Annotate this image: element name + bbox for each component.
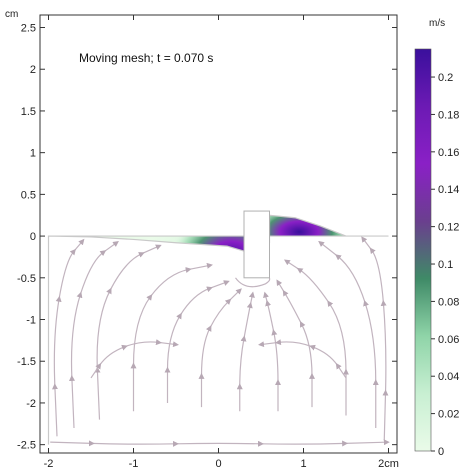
colorbar-tick-label: 0.06 xyxy=(438,334,459,346)
y-tick-label: 0.5 xyxy=(21,189,36,201)
streamline xyxy=(90,339,179,379)
x-ticks: -2 -1 0 1 2cm xyxy=(44,15,399,470)
streamline xyxy=(130,262,213,412)
y-axis-unit: cm xyxy=(5,9,18,20)
annotation-text: Moving mesh; t = 0.070 s xyxy=(79,51,213,65)
streamline xyxy=(50,439,390,447)
y-tick-label: -1.5 xyxy=(17,356,36,368)
y-ticks: 2.5 2 1.5 1 0.5 0 -0.5 -1 -1.5 -2 -2.5 xyxy=(17,23,397,452)
x-tick-label: -2 xyxy=(44,458,54,470)
colorbar-tick-label: 0.1 xyxy=(438,259,453,271)
colorbar-tick-label: 0.18 xyxy=(438,109,459,121)
y-tick-label: 2.5 xyxy=(21,23,36,35)
streamline xyxy=(258,339,347,379)
x-tick-label: 0 xyxy=(215,458,221,470)
colorbar-tick-label: 0.16 xyxy=(438,147,459,159)
y-tick-label: -2.5 xyxy=(17,440,36,452)
fluid-region xyxy=(47,210,390,447)
streamline xyxy=(164,280,230,403)
streamline xyxy=(94,244,162,420)
paddle xyxy=(243,210,270,279)
plot-frame xyxy=(39,14,398,454)
y-tick-label: -1 xyxy=(26,315,36,327)
colorbar-tick-label: 0.14 xyxy=(438,184,459,196)
y-tick-label: 1.5 xyxy=(21,106,36,118)
y-tick-label: 0 xyxy=(30,231,36,243)
colorbar-unit: m/s xyxy=(429,18,445,29)
streamlines xyxy=(50,236,390,447)
colorbar-tick-label: 0 xyxy=(438,446,444,458)
colorbar-tick-label: 0.04 xyxy=(438,371,459,383)
streamline xyxy=(361,236,389,441)
colorbar-ticks: 0 0.02 0.04 0.06 0.08 0.1 0.12 0.14 0.16 0.18 0.2 xyxy=(431,72,459,458)
y-tick-label: -0.5 xyxy=(17,273,36,285)
colorbar-gradient xyxy=(414,48,432,452)
streamline xyxy=(236,291,255,412)
colorbar-tick-label: 0.12 xyxy=(438,222,459,234)
streamline xyxy=(283,259,350,416)
streamline xyxy=(52,238,85,437)
y-tick-label: -2 xyxy=(26,398,36,410)
x-tick-label: -1 xyxy=(129,458,139,470)
y-tick-label: 2 xyxy=(30,64,36,76)
y-tick-label: 1 xyxy=(30,148,36,160)
x-tick-label: 2cm xyxy=(378,458,399,470)
colorbar-tick-label: 0.08 xyxy=(438,296,459,308)
x-tick-label: 1 xyxy=(300,458,306,470)
streamline xyxy=(69,241,119,428)
colorbar-tick-label: 0.02 xyxy=(438,409,459,421)
green-glow-side xyxy=(250,215,389,300)
streamline xyxy=(198,288,242,408)
streamline xyxy=(318,240,379,428)
colorbar: m/s 0 0.02 0.04 0.06 0.08 0.1 0.12 0.14 0.16 0.18… xyxy=(414,18,459,458)
colorbar-tick-label: 0.2 xyxy=(438,72,453,84)
streamline xyxy=(263,291,282,412)
